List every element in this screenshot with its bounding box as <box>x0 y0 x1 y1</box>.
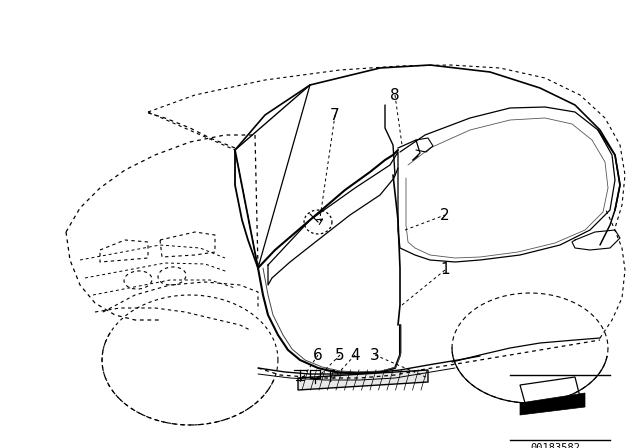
Text: 3: 3 <box>370 348 380 362</box>
Polygon shape <box>520 393 585 415</box>
Text: 5: 5 <box>335 348 345 362</box>
Text: 2: 2 <box>440 207 450 223</box>
Text: 00183582: 00183582 <box>530 443 580 448</box>
Text: 4: 4 <box>350 348 360 362</box>
Text: 8: 8 <box>390 87 400 103</box>
Text: 1: 1 <box>440 263 450 277</box>
Text: 6: 6 <box>313 348 323 362</box>
Text: 7: 7 <box>330 108 340 122</box>
Polygon shape <box>298 370 428 390</box>
